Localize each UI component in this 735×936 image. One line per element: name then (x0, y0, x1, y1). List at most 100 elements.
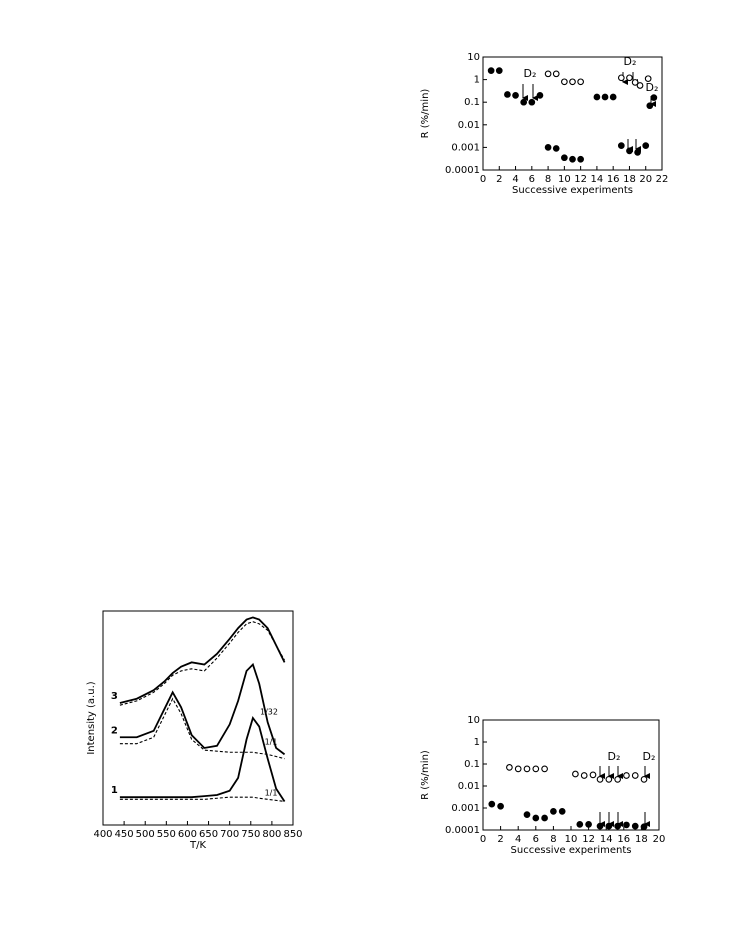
x-axis-label: T/K (189, 840, 206, 851)
x-tick-label: 2 (497, 834, 503, 845)
x-tick-label: 10 (558, 174, 571, 185)
data-point (642, 142, 650, 149)
data-point (614, 776, 621, 783)
x-tick-label: 18 (635, 834, 648, 845)
data-point (640, 823, 648, 831)
y-tick-label: 0.1 (464, 759, 480, 770)
data-point (514, 765, 522, 773)
data-point (577, 155, 584, 163)
annotation: D₂ (608, 750, 621, 763)
x-tick-label: 20 (653, 834, 666, 845)
data-point (634, 149, 641, 156)
data-point (561, 78, 568, 86)
x-tick-label: 8 (545, 174, 551, 185)
arrows (522, 72, 656, 827)
data-point (523, 765, 531, 773)
data-point (623, 821, 630, 829)
data-point (536, 92, 544, 99)
data-point (541, 765, 548, 773)
x-tick-label: 550 (157, 829, 176, 840)
data-point (552, 70, 560, 78)
x-tick-label: 700 (220, 829, 239, 840)
data-point (577, 78, 584, 86)
data-point (495, 67, 503, 74)
annotation: 1/1 (265, 738, 278, 747)
data-point (596, 822, 604, 830)
y-tick-label: 0.1 (464, 97, 480, 108)
x-tick-label: 4 (512, 174, 518, 185)
x-tick-label: 10 (565, 834, 578, 845)
curve (119, 796, 285, 803)
y-tick-label: 10 (467, 52, 480, 63)
y-tick-label: 0.01 (458, 781, 480, 792)
data-point (558, 808, 566, 815)
y-tick-label: 10 (467, 715, 480, 726)
data-point (552, 145, 560, 152)
curve-label: 2 (111, 725, 118, 736)
data-point (623, 772, 630, 779)
x-tick-label: 6 (529, 174, 535, 185)
data-point (596, 776, 604, 783)
data-point (504, 91, 511, 98)
data-point (532, 814, 540, 822)
x-tick-label: 6 (533, 834, 539, 845)
y-tick-label: 0.0001 (445, 825, 480, 836)
x-tick-label: 20 (639, 174, 652, 185)
x-tick-label: 12 (574, 174, 587, 185)
x-tick-label: 750 (241, 829, 260, 840)
x-axis-label: Successive experiments (511, 845, 632, 856)
data-point (569, 78, 576, 86)
x-tick-label: 16 (607, 174, 620, 185)
y-tick-label: 0.0001 (445, 165, 480, 176)
annotation: D₂ (524, 67, 537, 80)
curve (119, 616, 286, 704)
data-point (605, 822, 613, 830)
data-point (650, 94, 658, 101)
x-tick-label: 22 (656, 174, 669, 185)
data-point (617, 142, 625, 149)
x-tick-label: 500 (136, 829, 155, 840)
data-point (585, 821, 592, 828)
data-point (512, 92, 519, 99)
y-tick-label: 1 (474, 75, 480, 86)
data-point (572, 770, 579, 778)
curve-label: 3 (111, 691, 118, 702)
data-point (636, 82, 644, 89)
data-point (646, 102, 654, 110)
plot-frame (102, 610, 294, 826)
x-tick-label: 16 (617, 834, 630, 845)
annotation: D₂ (646, 81, 659, 94)
data-point (528, 98, 536, 106)
y-tick-label: 0.001 (451, 142, 480, 153)
data-point (644, 75, 652, 83)
x-axis-label: Successive experiments (512, 185, 633, 196)
data-point (506, 764, 513, 771)
data-point (614, 822, 621, 830)
data-point (487, 67, 495, 74)
curve (119, 697, 285, 760)
data-point (631, 772, 639, 779)
data-point (626, 147, 633, 155)
curve-label: 1 (111, 785, 118, 796)
data-point (601, 93, 609, 101)
x-tick-label: 12 (582, 834, 595, 845)
x-tick-label: 0 (480, 174, 486, 185)
x-tick-label: 850 (283, 829, 302, 840)
annotation: 1/1 (265, 789, 278, 798)
data-point (523, 811, 531, 818)
data-point (576, 821, 584, 828)
x-tick-label: 4 (515, 834, 521, 845)
data-point (520, 98, 528, 106)
y-axis-label: R (%/min) (420, 89, 431, 139)
data-point (544, 144, 552, 151)
data-point (541, 814, 548, 822)
x-tick-label: 600 (178, 829, 197, 840)
curve (119, 662, 286, 756)
x-tick-label: 2 (496, 174, 502, 185)
y-tick-label: 0.001 (451, 803, 480, 814)
data-point (550, 808, 557, 815)
data-point (617, 74, 625, 82)
x-tick-label: 650 (199, 829, 218, 840)
data-point (544, 70, 552, 78)
